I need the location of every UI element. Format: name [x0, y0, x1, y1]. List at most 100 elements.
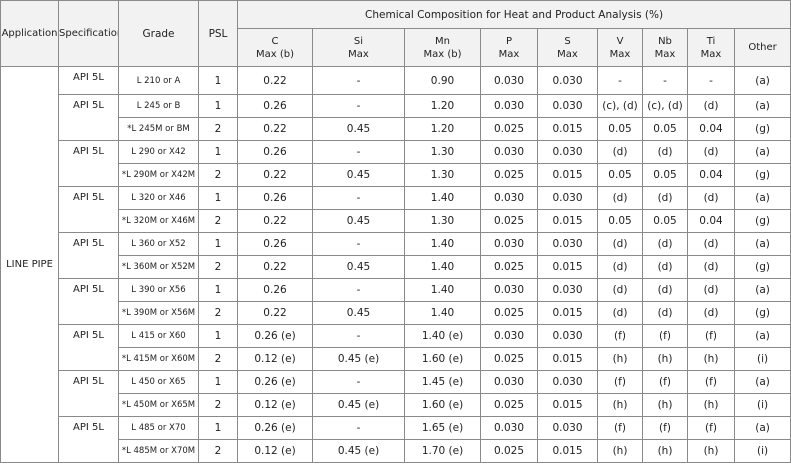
- value-cell: 0.030: [480, 66, 538, 95]
- grade-cell: L 290 or X42: [118, 140, 199, 164]
- value-cell: 0.05: [597, 117, 643, 141]
- value-cell: 0.12 (e): [237, 393, 313, 417]
- header-group: Chemical Composition for Heat and Produc…: [236, 0, 791, 29]
- value-cell: -: [687, 66, 735, 95]
- value-cell: 0.030: [537, 232, 598, 256]
- value-cell: 0.04: [687, 209, 735, 233]
- value-cell: (a): [733, 232, 791, 256]
- value-cell: 0.26: [237, 140, 313, 164]
- value-cell: (f): [597, 324, 643, 348]
- value-cell: 1.40: [404, 278, 481, 302]
- specification-cell: API 5L: [58, 232, 119, 279]
- value-cell: 0.015: [537, 163, 598, 187]
- value-cell: 0.030: [480, 94, 538, 118]
- header-cell: Nb Max: [642, 28, 688, 67]
- value-cell: (d): [642, 186, 688, 210]
- value-cell: 1: [198, 324, 238, 348]
- header-cell: Application: [0, 0, 59, 67]
- value-cell: (f): [642, 324, 688, 348]
- value-cell: 1.60 (e): [404, 347, 481, 371]
- table-row: API 5L L 415 or X60 1 0.26 (e) -1.40 (e) 0.03…: [1, 324, 791, 371]
- value-cell: 0.45: [312, 117, 405, 141]
- value-cell: 0.030: [480, 186, 538, 210]
- table-row: API 5L L 290 or X42 1 0.26-1.30 0.030 0.030 (d…: [1, 140, 791, 187]
- value-cell: 1.20: [404, 94, 481, 118]
- value-cell: 0.26: [237, 278, 313, 302]
- header-cell: C Max (b): [237, 28, 313, 67]
- value-cell: 2: [198, 393, 238, 417]
- value-cell: (i): [733, 393, 791, 417]
- value-cell: (c), (d): [597, 94, 643, 118]
- value-cell: 0.015: [537, 301, 598, 325]
- value-cell: (a): [733, 94, 791, 118]
- value-cell: (f): [642, 416, 688, 440]
- value-cell: (f): [597, 416, 643, 440]
- value-cell: 0.22: [237, 255, 313, 279]
- value-cell: (g): [733, 163, 791, 187]
- value-cell: (a): [733, 416, 791, 440]
- value-cell: 0.05: [597, 163, 643, 187]
- value-cell: (f): [597, 370, 643, 394]
- header-row: Application Specification Grade PSL Chem…: [0, 0, 791, 67]
- value-cell: 1: [198, 186, 238, 210]
- value-cell: 0.04: [687, 117, 735, 141]
- value-cell: 1.40: [404, 301, 481, 325]
- value-cell: 0.90: [404, 66, 481, 95]
- value-cell: (h): [642, 347, 688, 371]
- value-cell: 2: [198, 439, 238, 463]
- value-cell: (d): [687, 140, 735, 164]
- value-cell: 0.26 (e): [237, 370, 313, 394]
- value-cell: 0.030: [537, 278, 598, 302]
- value-cell: 0.030: [537, 186, 598, 210]
- table-row: API 5L L 485 or X70 1 0.26 (e) -1.65 (e) 0.03…: [1, 416, 791, 463]
- specification-cell: API 5L: [58, 370, 119, 417]
- value-cell: 0.025: [480, 393, 538, 417]
- table-row: *L 360M or X52M 2 0.22 0.45 1.40 0.025 0.015 (d…: [1, 255, 791, 279]
- value-cell: (g): [733, 301, 791, 325]
- value-cell: 0.22: [237, 117, 313, 141]
- grade-cell: L 320 or X46: [118, 186, 199, 210]
- table-row: *L 320M or X46M 2 0.22 0.45 1.30 0.025 0.015 0.…: [1, 209, 791, 233]
- header-cell: PSL: [198, 0, 238, 67]
- value-cell: 0.015: [537, 439, 598, 463]
- grade-cell: *L 415M or X60M: [118, 347, 199, 371]
- value-cell: 0.030: [480, 232, 538, 256]
- value-cell: -: [597, 66, 643, 95]
- table-row: API 5L L 320 or X46 1 0.26-1.40 0.030 0.030 (d…: [1, 186, 791, 233]
- value-cell: (d): [687, 301, 735, 325]
- value-cell: (d): [687, 278, 735, 302]
- value-cell: 0.45 (e): [312, 439, 405, 463]
- value-cell: 0.26 (e): [237, 416, 313, 440]
- table-row: API 5L L 390 or X56 1 0.26-1.40 0.030 0.030 (d…: [1, 278, 791, 325]
- value-cell: (d): [642, 255, 688, 279]
- value-cell: 0.45 (e): [312, 347, 405, 371]
- value-cell: 1: [198, 232, 238, 256]
- value-cell: 0.05: [642, 163, 688, 187]
- value-cell: 0.025: [480, 209, 538, 233]
- value-cell: (d): [687, 186, 735, 210]
- table-row: *L 290M or X42M 2 0.22 0.45 1.30 0.025 0.015 0.…: [1, 163, 791, 187]
- value-cell: (h): [687, 393, 735, 417]
- value-cell: 1.40: [404, 186, 481, 210]
- value-cell: 1: [198, 278, 238, 302]
- value-cell: 0.025: [480, 255, 538, 279]
- value-cell: (d): [597, 232, 643, 256]
- value-cell: 1.65 (e): [404, 416, 481, 440]
- table-row: *L 390M or X56M 2 0.22 0.45 1.40 0.025 0.015 (d…: [1, 301, 791, 325]
- value-cell: 0.030: [480, 324, 538, 348]
- value-cell: 0.030: [480, 278, 538, 302]
- value-cell: 0.030: [480, 140, 538, 164]
- value-cell: 0.025: [480, 347, 538, 371]
- value-cell: (d): [597, 186, 643, 210]
- specification-cell: API 5L: [58, 94, 119, 141]
- value-cell: 0.015: [537, 117, 598, 141]
- value-cell: 0.030: [537, 416, 598, 440]
- grade-cell: L 210 or A: [118, 66, 199, 95]
- value-cell: (d): [687, 232, 735, 256]
- value-cell: 0.12 (e): [237, 347, 313, 371]
- value-cell: 0.025: [480, 439, 538, 463]
- value-cell: (a): [733, 370, 791, 394]
- value-cell: (h): [687, 439, 735, 463]
